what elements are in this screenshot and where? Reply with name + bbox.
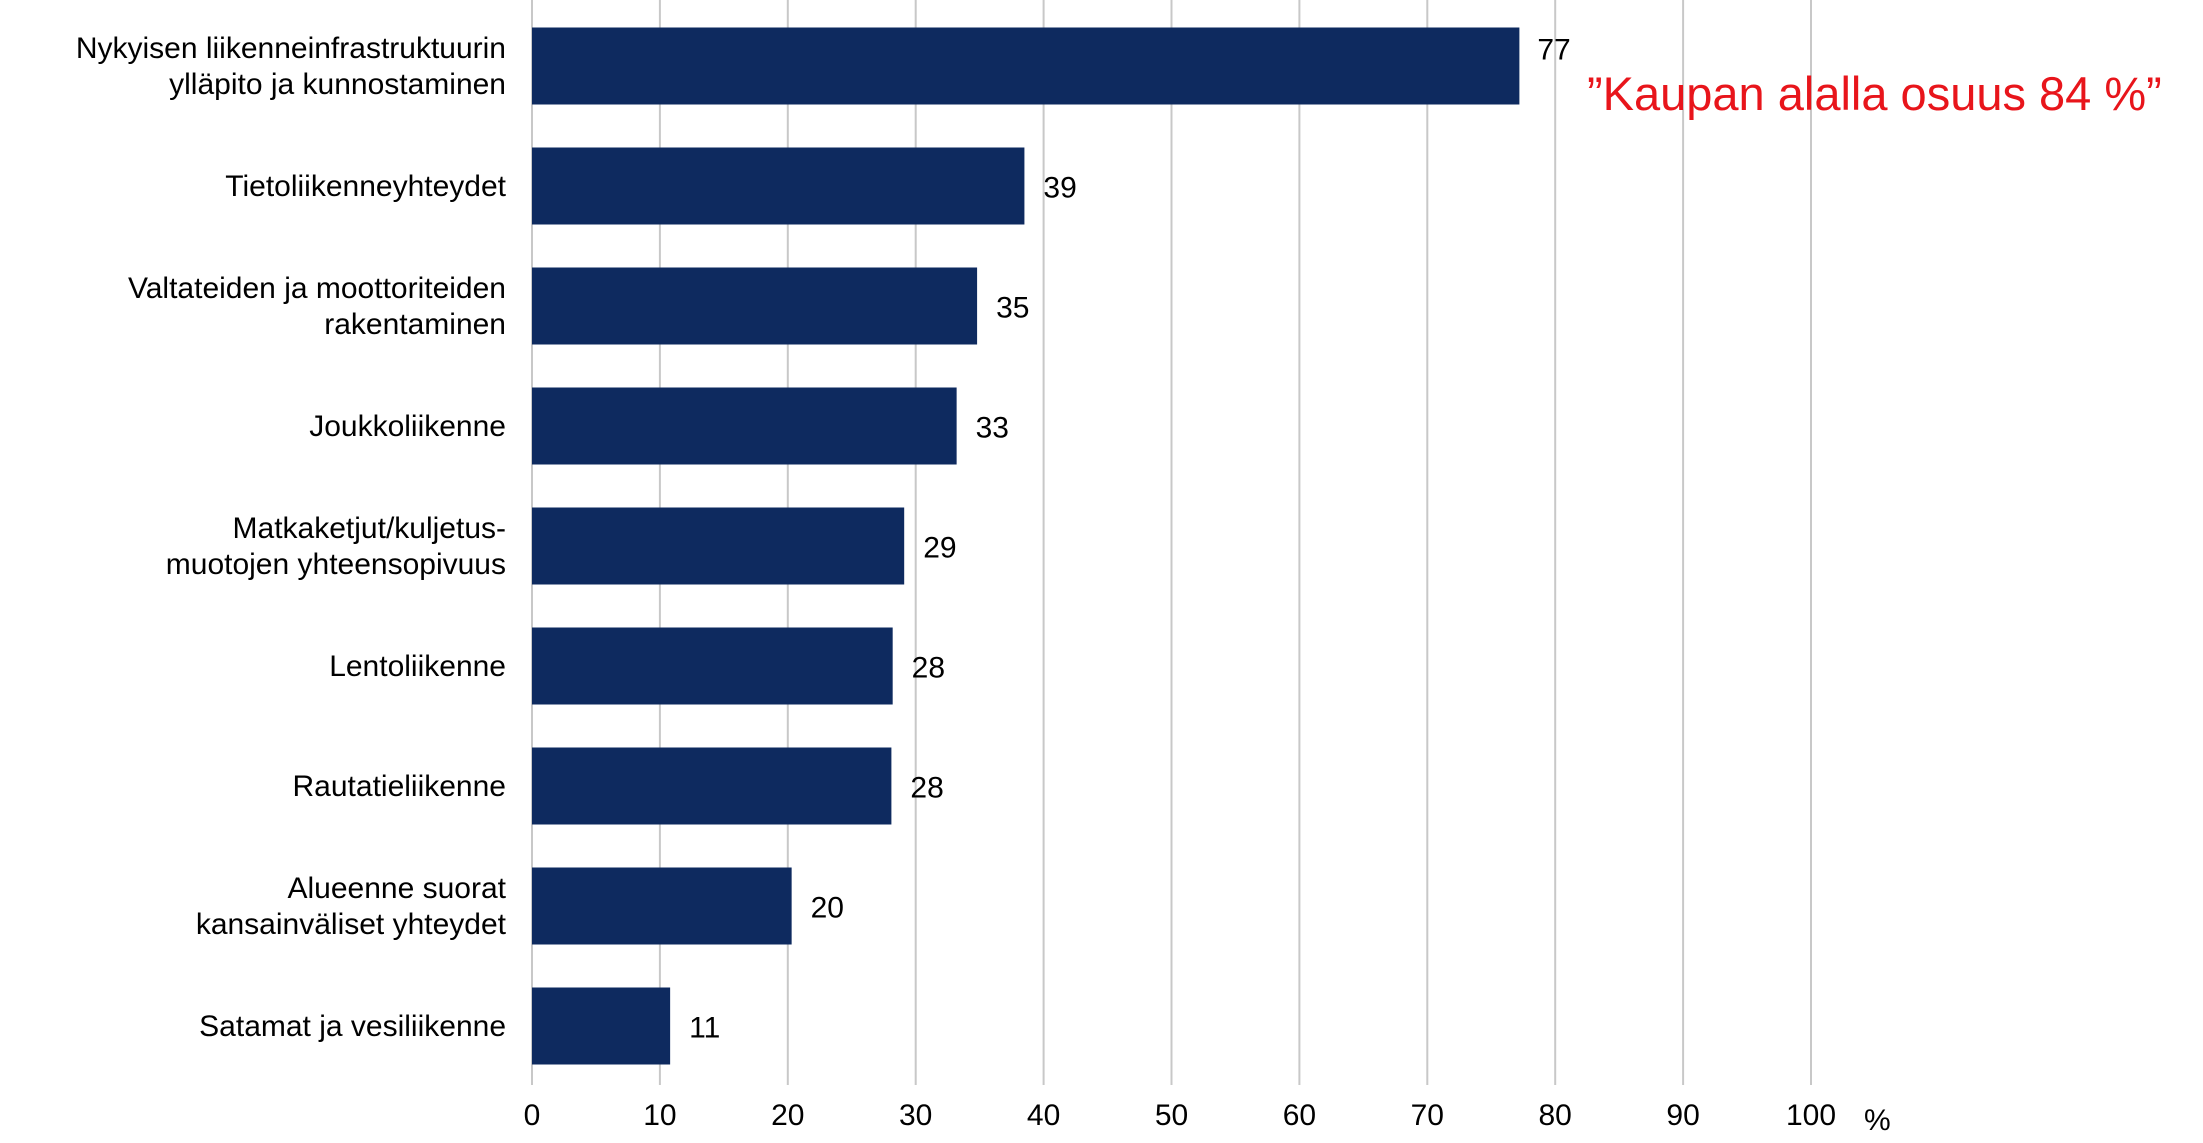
x-tick-label: 70 bbox=[1411, 1099, 1444, 1132]
bar bbox=[532, 387, 957, 465]
bar bbox=[532, 747, 892, 825]
bar bbox=[532, 267, 978, 345]
x-tick-label: 20 bbox=[771, 1099, 804, 1132]
x-tick-label: 100 bbox=[1786, 1099, 1836, 1132]
value-label: 77 bbox=[1537, 34, 1570, 67]
category-label: Tietoliikenneyhteydet bbox=[225, 170, 506, 203]
value-label: 20 bbox=[811, 892, 844, 925]
bar bbox=[532, 867, 792, 945]
x-tick-label: 80 bbox=[1539, 1099, 1572, 1132]
value-label: 39 bbox=[1043, 172, 1076, 205]
x-tick-label: 30 bbox=[899, 1099, 932, 1132]
value-label: 29 bbox=[923, 532, 956, 565]
bar bbox=[532, 27, 1520, 105]
category-label: Rautatieliikenne bbox=[293, 770, 506, 803]
bars bbox=[532, 27, 1520, 1065]
x-tick-label: 90 bbox=[1666, 1099, 1699, 1132]
x-unit-label: % bbox=[1864, 1104, 1891, 1137]
x-tick-label: 40 bbox=[1027, 1099, 1060, 1132]
value-label: 11 bbox=[689, 1012, 720, 1045]
category-label: Matkaketjut/kuljetus-muotojen yhteensopi… bbox=[166, 512, 506, 581]
bar bbox=[532, 627, 893, 705]
category-label: Joukkoliikenne bbox=[309, 410, 506, 443]
category-label: Lentoliikenne bbox=[329, 650, 506, 683]
x-tick-label: 10 bbox=[643, 1099, 676, 1132]
value-labels: 77 39 35 33 29 28 28 20 11 bbox=[689, 34, 1571, 1045]
value-label: 35 bbox=[996, 292, 1029, 325]
x-tick-label: 60 bbox=[1283, 1099, 1316, 1132]
category-label: Valtateiden ja moottoriteiden rakentamine… bbox=[128, 272, 506, 341]
bar bbox=[532, 987, 671, 1065]
bar bbox=[532, 147, 1025, 225]
bar bbox=[532, 507, 905, 585]
value-label: 28 bbox=[910, 772, 943, 805]
category-label: Satamat ja vesiliikenne bbox=[199, 1010, 506, 1043]
category-label: Alueenne suorat kansainväliset yhteydet bbox=[196, 872, 507, 941]
category-labels: Nykyisen liikenneinfrastruktuurin ylläpit… bbox=[76, 32, 507, 1043]
value-label: 28 bbox=[912, 652, 945, 685]
value-label: 33 bbox=[976, 412, 1009, 445]
x-tick-labels: 0 10 20 30 40 50 60 70 80 90 100 bbox=[524, 1099, 1836, 1132]
annotation-text: ”Kaupan alalla osuus 84 %” bbox=[1587, 67, 2162, 120]
x-tick-label: 50 bbox=[1155, 1099, 1188, 1132]
x-tick-label: 0 bbox=[524, 1099, 541, 1132]
category-label: Nykyisen liikenneinfrastruktuurin ylläpit… bbox=[76, 32, 506, 101]
